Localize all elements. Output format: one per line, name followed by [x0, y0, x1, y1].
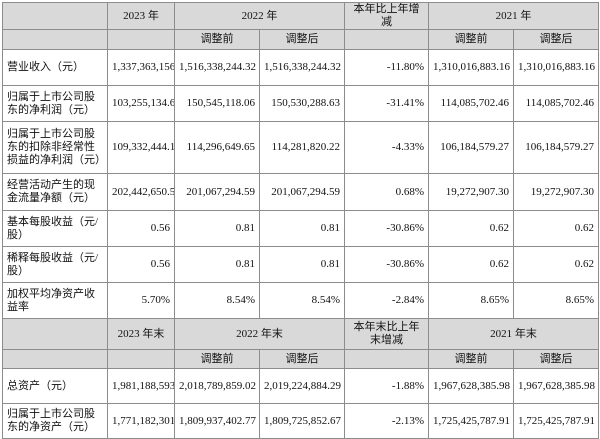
- header-row-years: 2023 年 2022 年 本年比上年增减 2021 年: [2, 2, 599, 30]
- table-row: 归属于上市公司股东的扣除非经常性损益的净利润（元） 109,332,444.12…: [2, 121, 599, 174]
- cell-change: -1.88%: [344, 368, 429, 404]
- cell-2021-before: 0.62: [428, 210, 514, 247]
- cell-2022-before: 8.54%: [174, 282, 260, 319]
- cell-2022-before: 2,018,789,859.02: [174, 368, 260, 404]
- cell-2022-before: 201,067,294.59: [174, 173, 260, 211]
- cell-2021-before: 1,725,425,787.91: [428, 403, 514, 439]
- row-label: 归属于上市公司股东的净资产（元）: [2, 403, 108, 439]
- cell-2022-before: 114,296,649.65: [174, 121, 260, 174]
- cell-2022-before: 1,809,937,402.77: [174, 403, 260, 439]
- header-row-adjust: 调整前 调整后 调整前 调整后: [2, 29, 599, 50]
- cell-2021-after: 8.65%: [513, 282, 599, 319]
- row-label: 营业收入（元）: [2, 49, 108, 86]
- cell-2022-after: 8.54%: [259, 282, 345, 319]
- cell-2022-after: 2,019,224,884.29: [259, 368, 345, 404]
- cell-change: -30.86%: [344, 210, 429, 247]
- table-row: 基本每股收益（元/股） 0.56 0.81 0.81 -30.86% 0.62 …: [2, 210, 599, 247]
- header-corner: [2, 2, 108, 30]
- table-row: 加权平均净资产收益率 5.70% 8.54% 8.54% -2.84% 8.65…: [2, 282, 599, 319]
- header-corner-2: [2, 318, 108, 350]
- header-2022-end-before: 调整前: [174, 349, 260, 369]
- cell-change: -4.33%: [344, 121, 429, 174]
- row-label: 基本每股收益（元/股）: [2, 210, 108, 247]
- cell-2022-after: 0.81: [259, 210, 345, 247]
- cell-2021-before: 0.62: [428, 246, 514, 283]
- header-2022-before: 调整前: [174, 29, 260, 50]
- cell-2022-after: 1,809,725,852.67: [259, 403, 345, 439]
- cell-2023: 103,255,134.65: [107, 85, 175, 122]
- row-label: 归属于上市公司股东的扣除非经常性损益的净利润（元）: [2, 121, 108, 174]
- cell-change: 0.68%: [344, 173, 429, 211]
- cell-2021-after: 0.62: [513, 246, 599, 283]
- cell-change: -31.41%: [344, 85, 429, 122]
- row-label: 总资产（元）: [2, 368, 108, 404]
- header-2021-end: 2021 年末: [428, 318, 599, 350]
- header-2021-after: 调整后: [513, 29, 599, 50]
- cell-2021-after: 106,184,579.27: [513, 121, 599, 174]
- row-label: 加权平均净资产收益率: [2, 282, 108, 319]
- cell-2022-before: 0.81: [174, 246, 260, 283]
- header-2021-before: 调整前: [428, 29, 514, 50]
- cell-2022-before: 0.81: [174, 210, 260, 247]
- row-label: 稀释每股收益（元/股）: [2, 246, 108, 283]
- table-row: 经营活动产生的现金流量净额（元） 202,442,650.52 201,067,…: [2, 173, 599, 211]
- header-2022-end: 2022 年末: [174, 318, 345, 350]
- cell-2021-after: 1,967,628,385.98: [513, 368, 599, 404]
- table-row: 总资产（元） 1,981,188,593.76 2,018,789,859.02…: [2, 368, 599, 404]
- cell-2021-before: 1,310,016,883.16: [428, 49, 514, 86]
- cell-change: -2.13%: [344, 403, 429, 439]
- cell-2021-after: 19,272,907.30: [513, 173, 599, 211]
- cell-change: -30.86%: [344, 246, 429, 283]
- cell-2023: 109,332,444.12: [107, 121, 175, 174]
- cell-2021-after: 0.62: [513, 210, 599, 247]
- cell-2021-before: 1,967,628,385.98: [428, 368, 514, 404]
- header-row-adjust-2: 调整前 调整后 调整前 调整后: [2, 349, 599, 369]
- header-2023: 2023 年: [107, 2, 175, 30]
- header-2023-end: 2023 年末: [107, 318, 175, 350]
- cell-2022-after: 114,281,820.22: [259, 121, 345, 174]
- cell-2021-before: 114,085,702.46: [428, 85, 514, 122]
- cell-2023: 0.56: [107, 210, 175, 247]
- cell-2022-after: 201,067,294.59: [259, 173, 345, 211]
- header-row-period-end: 2023 年末 2022 年末 本年末比上年末增减 2021 年末: [2, 318, 599, 350]
- cell-2023: 1,981,188,593.76: [107, 368, 175, 404]
- header-2022: 2022 年: [174, 2, 345, 30]
- cell-2021-before: 106,184,579.27: [428, 121, 514, 174]
- cell-2021-before: 8.65%: [428, 282, 514, 319]
- table-row: 营业收入（元） 1,337,363,156.74 1,516,338,244.3…: [2, 49, 599, 86]
- cell-change: -11.80%: [344, 49, 429, 86]
- cell-2023: 0.56: [107, 246, 175, 283]
- table-row: 归属于上市公司股东的净利润（元） 103,255,134.65 150,545,…: [2, 85, 599, 122]
- row-label: 归属于上市公司股东的净利润（元）: [2, 85, 108, 122]
- cell-2021-after: 1,725,425,787.91: [513, 403, 599, 439]
- header-2022-end-after: 调整后: [259, 349, 345, 369]
- cell-2023: 202,442,650.52: [107, 173, 175, 211]
- header-change-end: 本年末比上年末增减: [344, 318, 429, 350]
- header-2021-end-after: 调整后: [513, 349, 599, 369]
- header-change: 本年比上年增减: [344, 2, 429, 30]
- cell-2021-after: 1,310,016,883.16: [513, 49, 599, 86]
- table-row: 稀释每股收益（元/股） 0.56 0.81 0.81 -30.86% 0.62 …: [2, 246, 599, 283]
- cell-2022-before: 1,516,338,244.32: [174, 49, 260, 86]
- header-2021: 2021 年: [428, 2, 599, 30]
- cell-2023: 1,337,363,156.74: [107, 49, 175, 86]
- table-row: 归属于上市公司股东的净资产（元） 1,771,182,301.71 1,809,…: [2, 403, 599, 439]
- cell-2023: 5.70%: [107, 282, 175, 319]
- cell-change: -2.84%: [344, 282, 429, 319]
- cell-2023: 1,771,182,301.71: [107, 403, 175, 439]
- cell-2022-before: 150,545,118.06: [174, 85, 260, 122]
- cell-2021-after: 114,085,702.46: [513, 85, 599, 122]
- cell-2022-after: 1,516,338,244.32: [259, 49, 345, 86]
- header-2022-after: 调整后: [259, 29, 345, 50]
- cell-2022-after: 0.81: [259, 246, 345, 283]
- header-2021-end-before: 调整前: [428, 349, 514, 369]
- row-label: 经营活动产生的现金流量净额（元）: [2, 173, 108, 211]
- cell-2021-before: 19,272,907.30: [428, 173, 514, 211]
- cell-2022-after: 150,530,288.63: [259, 85, 345, 122]
